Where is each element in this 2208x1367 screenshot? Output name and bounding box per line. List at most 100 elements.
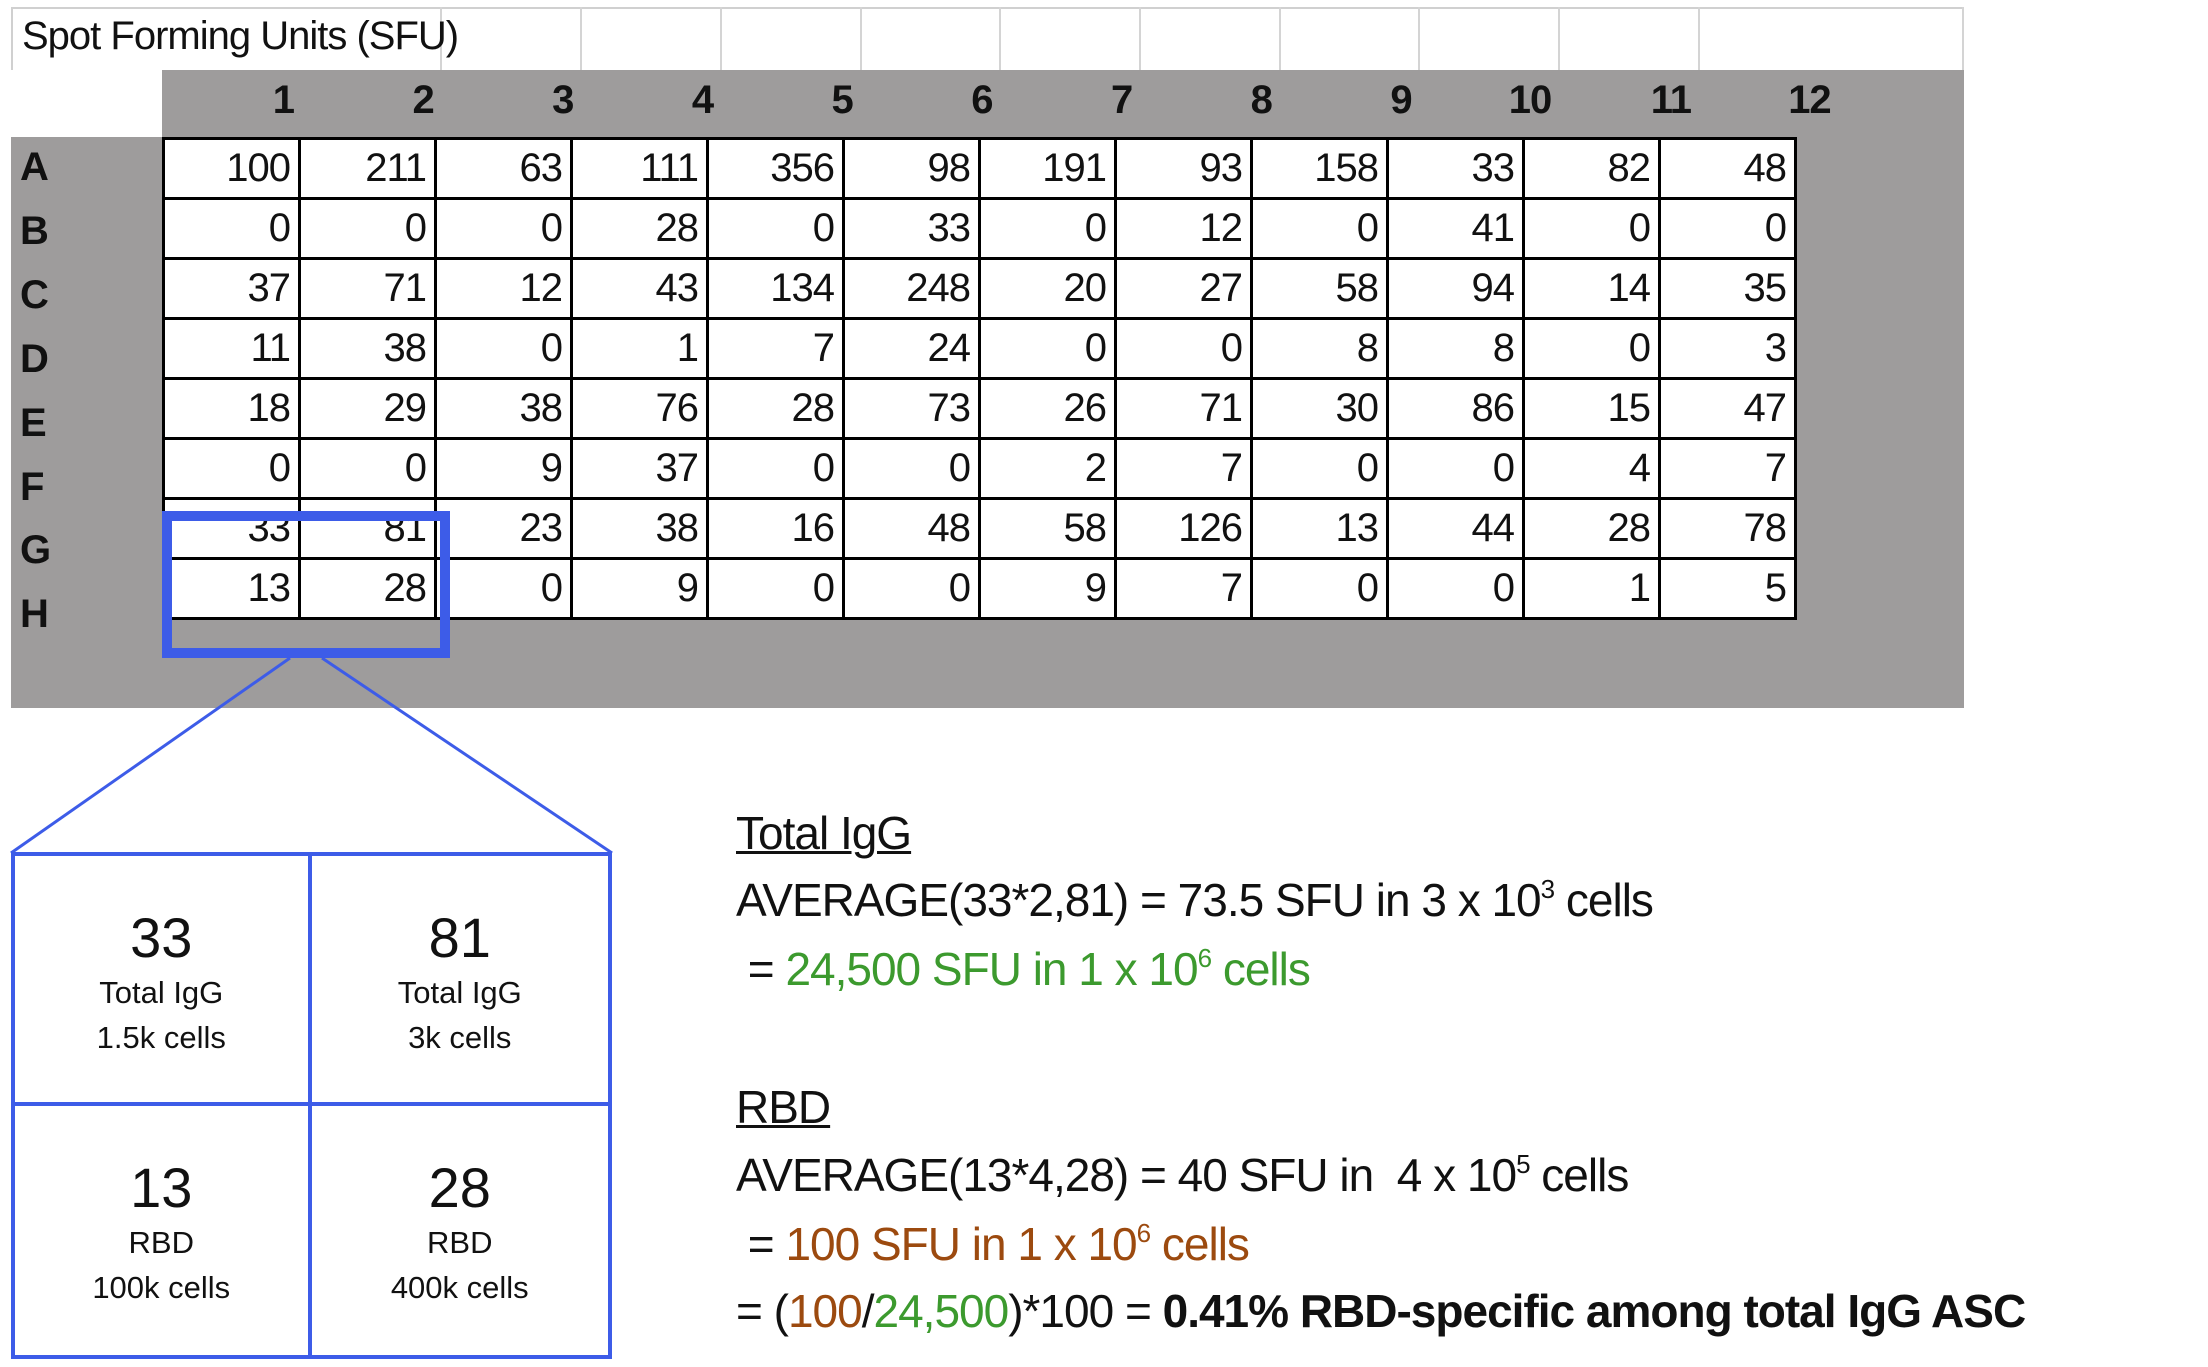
well-cell: 0 <box>1386 437 1525 500</box>
well-cell: 0 <box>298 437 437 500</box>
well-cell: 0 <box>1522 317 1661 380</box>
gridline <box>999 7 1002 70</box>
well-cell: 0 <box>1114 317 1253 380</box>
column-header: 3 <box>552 78 574 122</box>
well-cell: 0 <box>842 437 981 500</box>
well-cell: 4 <box>1522 437 1661 500</box>
column-header: 1 <box>272 78 295 122</box>
table-row: 100 211 63 111 356 98 191 93 158 33 82 48 <box>162 137 1797 200</box>
ratio-line: = (100/24,500)*100 = 0.41% RBD-specific … <box>736 1284 2027 1338</box>
column-header: 9 <box>1390 78 1412 122</box>
exponent: 3 <box>1540 874 1556 904</box>
well-cell: 0 <box>706 437 845 500</box>
well-cell: 2 <box>978 437 1117 500</box>
zoom-well-g1: 33 Total IgG 1.5k cells <box>15 856 312 1106</box>
well-cell: 9 <box>434 437 573 500</box>
table-row: 13 28 0 9 0 0 9 7 0 0 1 5 <box>162 557 1797 620</box>
ratio-slash: / <box>861 1285 875 1337</box>
column-header: 7 <box>1110 78 1133 122</box>
ratio-result: 0.41% RBD-specific among total IgG ASC <box>1162 1285 2027 1337</box>
gridline <box>1558 7 1560 70</box>
well-label: Total IgG <box>99 975 224 1010</box>
well-cell: 78 <box>1658 497 1797 560</box>
exponent: 5 <box>1516 1149 1531 1179</box>
well-cell: 14 <box>1522 257 1661 320</box>
well-cell: 158 <box>1250 137 1389 200</box>
row-header: A <box>20 145 49 189</box>
well-cell: 24 <box>842 317 981 380</box>
row-header: G <box>20 528 52 573</box>
well-cell: 44 <box>1386 497 1525 560</box>
well-cell: 191 <box>978 137 1117 200</box>
well-cell: 94 <box>1386 257 1525 320</box>
well-cell: 73 <box>842 377 981 440</box>
well-cell: 23 <box>434 497 573 560</box>
well-count: 81 <box>428 906 491 969</box>
ratio-close: )*100 = <box>1008 1285 1163 1337</box>
well-cell: 0 <box>978 317 1117 380</box>
well-cell: 0 <box>298 197 437 260</box>
well-cell: 1 <box>1522 557 1661 620</box>
well-cell: 134 <box>706 257 845 320</box>
highlight-box <box>162 511 450 658</box>
igg-average-text: AVERAGE(33*2,81) = 73.5 SFU in 3 x 10 <box>736 874 1542 926</box>
well-cell: 0 <box>1386 557 1525 620</box>
ratio-numerator: 100 <box>787 1285 863 1337</box>
well-cell: 0 <box>162 437 301 500</box>
well-cell: 18 <box>162 377 301 440</box>
rbd-average-text: AVERAGE(13*4,28) = 40 SFU in 4 x 10 <box>736 1149 1517 1201</box>
well-cell: 7 <box>1114 437 1253 500</box>
well-cells: 1.5k cells <box>96 1020 226 1055</box>
well-cell: 100 <box>162 137 301 200</box>
well-cell: 0 <box>1250 437 1389 500</box>
connector-line-left <box>10 656 291 855</box>
well-cell: 0 <box>706 557 845 620</box>
gridline <box>1278 7 1281 70</box>
column-header: 12 <box>1788 78 1832 122</box>
well-cell: 7 <box>706 317 845 380</box>
zoom-well-h1: 13 RBD 100k cells <box>15 1105 312 1355</box>
well-cell: 29 <box>298 377 437 440</box>
unit-text: cells <box>1150 1218 1250 1270</box>
well-zoom-box: 33 Total IgG 1.5k cells 81 Total IgG 3k cell… <box>11 852 612 1359</box>
gridline <box>859 7 862 70</box>
well-cell: 0 <box>1522 197 1661 260</box>
well-cell: 0 <box>434 557 573 620</box>
well-cell: 28 <box>570 197 709 260</box>
well-count: 28 <box>428 1155 491 1219</box>
table-row: 33 81 23 38 16 48 58 126 13 44 28 78 <box>162 497 1797 560</box>
rbd-heading: RBD <box>736 1081 831 1133</box>
well-cell: 13 <box>1250 497 1389 560</box>
sfu-table: 100 211 63 111 356 98 191 93 158 33 82 48 0 0 0 28 0 33 0 1… <box>162 137 1797 620</box>
well-cell: 0 <box>706 197 845 260</box>
well-cells: 100k cells <box>92 1269 231 1305</box>
rbd-normalized-value: 100 SFU in 1 x 106 cells <box>785 1218 1250 1270</box>
well-cell: 63 <box>434 137 573 200</box>
well-cell: 0 <box>1658 197 1797 260</box>
table-row: 11 38 0 1 7 24 0 0 8 8 0 3 <box>162 317 1797 380</box>
gridline <box>440 7 443 70</box>
well-cell: 9 <box>570 557 709 620</box>
well-cell: 38 <box>298 317 437 380</box>
sheet-title-row <box>11 7 1964 70</box>
well-cell: 0 <box>434 197 573 260</box>
well-cell: 12 <box>1114 197 1253 260</box>
gridline <box>1418 7 1421 70</box>
table-row: 0 0 9 37 0 0 2 7 0 0 4 7 <box>162 437 1797 500</box>
row-header: B <box>20 208 49 253</box>
well-cell: 248 <box>842 257 981 320</box>
well-cell: 0 <box>1250 197 1389 260</box>
igg-average-line: AVERAGE(33*2,81) = 73.5 SFU in 3 x 103 c… <box>736 873 1654 927</box>
well-label: RBD <box>427 1224 493 1260</box>
well-cell: 11 <box>162 317 301 380</box>
exponent: 6 <box>1136 1218 1152 1248</box>
column-header: 6 <box>971 78 993 122</box>
column-header: 11 <box>1650 78 1692 122</box>
well-cell: 33 <box>1386 137 1525 200</box>
well-cell: 28 <box>706 377 845 440</box>
well-cell: 0 <box>1250 557 1389 620</box>
well-cell: 20 <box>978 257 1117 320</box>
well-cell: 82 <box>1522 137 1661 200</box>
ratio-denominator: 24,500 <box>873 1285 1010 1337</box>
